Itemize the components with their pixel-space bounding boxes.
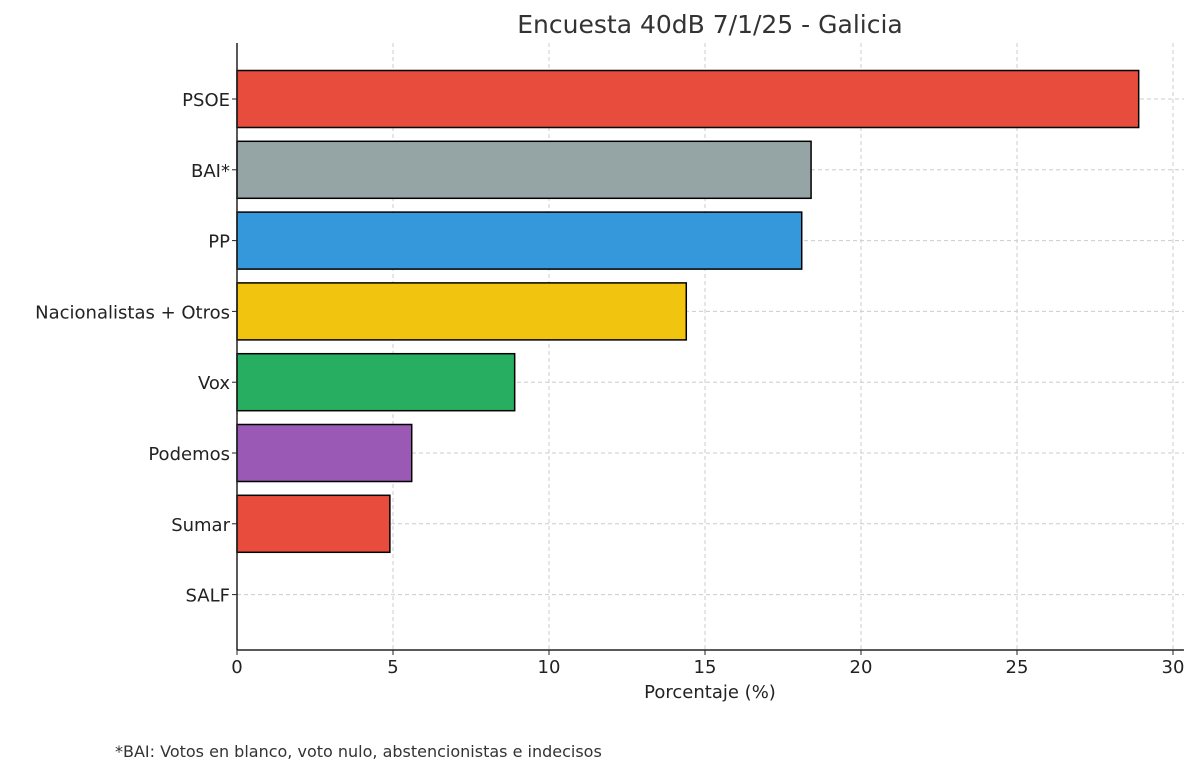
x-tick-label: 15 <box>694 657 717 678</box>
footnote: *BAI: Votos en blanco, voto nulo, absten… <box>115 742 602 761</box>
x-axis-label: Porcentaje (%) <box>644 682 776 703</box>
x-tick-label: 0 <box>231 657 242 678</box>
y-tick-label: Vox <box>198 373 230 394</box>
bar-podemos <box>236 423 413 483</box>
bar-nacionalistas-otros <box>236 282 688 341</box>
y-tick-label: PP <box>208 232 230 253</box>
chart-title: Encuesta 40dB 7/1/25 - Galicia <box>517 10 902 39</box>
x-tick-label: 5 <box>387 657 398 678</box>
y-tick-label: Sumar <box>171 515 230 536</box>
bar-vox <box>236 352 516 412</box>
bar-pp <box>236 211 803 270</box>
y-tick-label: BAI* <box>191 161 230 182</box>
bar-sumar <box>236 494 391 554</box>
x-tick-label: 25 <box>1006 657 1029 678</box>
y-tick-label: PSOE <box>182 90 230 111</box>
y-tick-label: SALF <box>186 586 230 607</box>
x-tick-label: 20 <box>850 657 873 678</box>
bar-psoe <box>236 69 1140 129</box>
bar-bai- <box>236 140 812 200</box>
y-tick-label: Nacionalistas + Otros <box>35 302 230 323</box>
y-tick-label: Podemos <box>148 444 230 465</box>
x-tick-label: 30 <box>1162 657 1185 678</box>
x-tick-label: 10 <box>538 657 561 678</box>
